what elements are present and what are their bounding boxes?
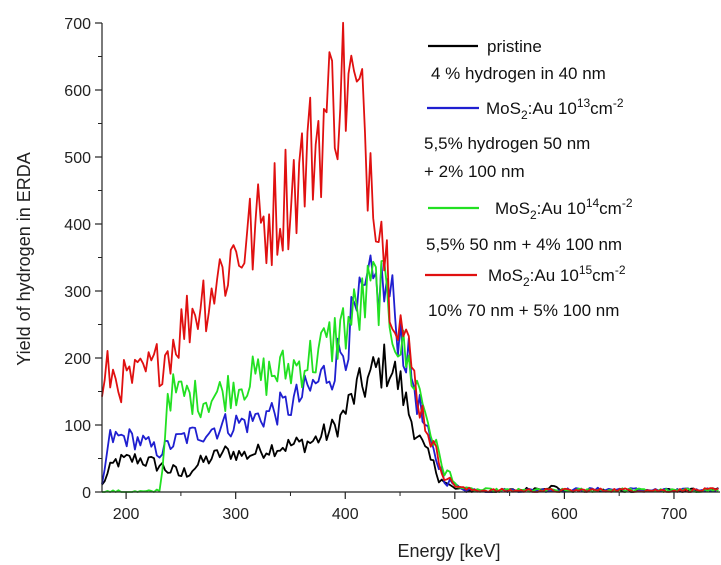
legend-label-3: MoS2:Au 1015cm-2 bbox=[488, 263, 626, 289]
legend: pristine 4 % hydrogen in 40 nm MoS2:Au 101… bbox=[424, 37, 633, 320]
x-tick-label: 300 bbox=[222, 506, 249, 523]
x-tick-label: 700 bbox=[661, 506, 688, 523]
legend-note-1-b: + 2% 100 nm bbox=[424, 162, 525, 181]
y-tick-label: 200 bbox=[64, 351, 91, 368]
y-tick-label: 100 bbox=[64, 418, 91, 435]
y-tick-label: 700 bbox=[64, 16, 91, 33]
y-tick-label: 0 bbox=[82, 485, 91, 502]
y-tick-label: 500 bbox=[64, 150, 91, 167]
legend-note-2: 5,5% 50 nm + 4% 100 nm bbox=[426, 235, 622, 254]
x-tick-label: 400 bbox=[332, 506, 359, 523]
legend-note-1: 5,5% hydrogen 50 nm bbox=[424, 134, 590, 153]
legend-note-3: 10% 70 nm + 5% 100 nm bbox=[428, 301, 619, 320]
legend-label-1: MoS2:Au 1013cm-2 bbox=[486, 96, 624, 122]
y-tick-label: 300 bbox=[64, 284, 91, 301]
ticks-layer: 200 300 400 500 600 700 0 100 200 300 400 500 600 700 bbox=[64, 16, 687, 523]
series-layer bbox=[101, 21, 720, 493]
y-axis-title: Yield of hydrogen in ERDA bbox=[14, 152, 34, 365]
y-tick-label: 400 bbox=[64, 217, 91, 234]
legend-label-2: MoS2:Au 1014cm-2 bbox=[495, 196, 633, 222]
legend-label-0: pristine bbox=[487, 37, 542, 56]
x-axis-title: Energy [keV] bbox=[397, 541, 500, 561]
x-tick-label: 500 bbox=[441, 506, 468, 523]
x-tick-label: 600 bbox=[551, 506, 578, 523]
series-line-3 bbox=[101, 21, 719, 493]
x-tick-label: 200 bbox=[113, 506, 140, 523]
y-tick-label: 600 bbox=[64, 83, 91, 100]
legend-note-0: 4 % hydrogen in 40 nm bbox=[431, 64, 606, 83]
